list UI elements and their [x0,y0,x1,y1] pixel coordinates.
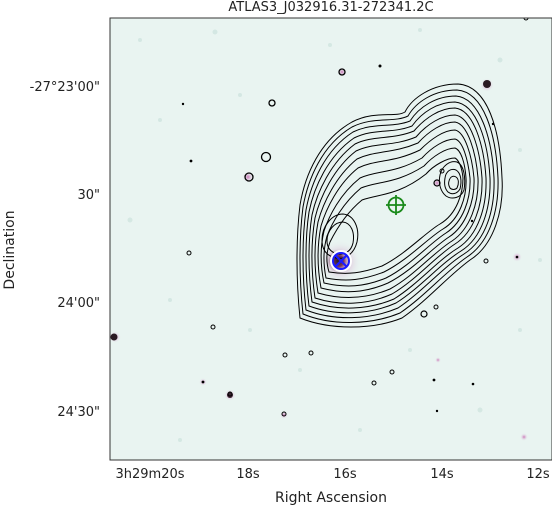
radio-contours [296,83,503,328]
radio-centroid-marker [386,195,406,215]
catalogue-circles [186,18,529,417]
y-tick-label: -27°23'00" [29,80,100,95]
y-tick-label: 30" [77,188,100,203]
plot-frame [109,17,552,461]
y-tick-label: 24'00" [57,296,100,311]
x-axis-label: Right Ascension [275,490,387,506]
infrared-host-marker [330,250,352,272]
x-tick-label: 14s [430,467,454,482]
x-tick-label: 18s [236,467,260,482]
x-tick-label: 3h29m20s [115,467,185,482]
map-title: ATLAS3_J032916.31-272341.2C [228,0,434,15]
x-tick-label: 16s [333,467,357,482]
x-tick-label: 12s [526,467,550,482]
infrared-image [110,18,542,442]
point-sources [181,64,519,413]
y-tick-label: 24'30" [57,405,100,420]
